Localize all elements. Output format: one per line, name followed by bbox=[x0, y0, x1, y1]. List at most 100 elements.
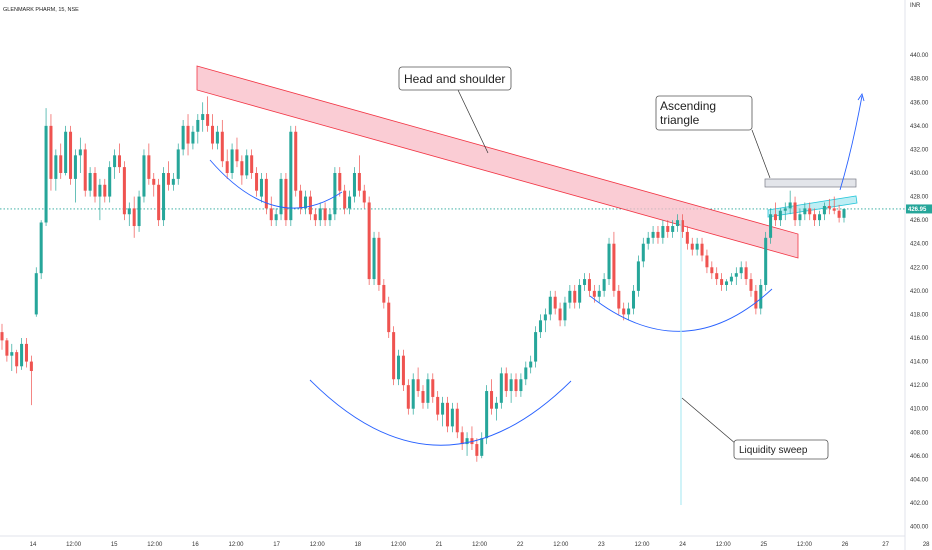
candle-up[interactable] bbox=[181, 125, 185, 150]
candle-down[interactable] bbox=[93, 173, 97, 197]
candle-down[interactable] bbox=[710, 267, 714, 274]
candle-up[interactable] bbox=[739, 267, 743, 274]
candle-down[interactable] bbox=[690, 243, 694, 250]
candle-down[interactable] bbox=[460, 432, 464, 445]
candle-down[interactable] bbox=[749, 279, 753, 291]
candle-up[interactable] bbox=[499, 373, 503, 403]
candle-up[interactable] bbox=[73, 155, 77, 179]
candle-up[interactable] bbox=[98, 184, 102, 197]
candle-up[interactable] bbox=[372, 237, 376, 280]
candle-down[interactable] bbox=[720, 279, 724, 285]
candle-down[interactable] bbox=[269, 208, 273, 221]
candle-down[interactable] bbox=[431, 379, 435, 397]
time-axis[interactable]: 14 12:00 15 12:00 16 12:00 17 12:00 18 12:00 21 12:… bbox=[30, 542, 932, 548]
candle-up[interactable] bbox=[729, 276, 733, 282]
candle-up[interactable] bbox=[695, 243, 699, 250]
candle-up[interactable] bbox=[274, 214, 278, 221]
right-shoulder-arc[interactable] bbox=[589, 288, 773, 332]
candle-down[interactable] bbox=[206, 114, 210, 126]
candle-down[interactable] bbox=[622, 308, 626, 315]
candle-up[interactable] bbox=[759, 284, 763, 309]
candle-up[interactable] bbox=[113, 155, 117, 168]
candle-down[interactable] bbox=[323, 208, 327, 221]
candle-up[interactable] bbox=[78, 149, 82, 156]
candle-up[interactable] bbox=[543, 314, 547, 321]
candle-up[interactable] bbox=[798, 214, 802, 221]
candle-down[interactable] bbox=[808, 208, 812, 215]
candle-down[interactable] bbox=[5, 340, 9, 356]
candle-up[interactable] bbox=[578, 284, 582, 303]
candle-down[interactable] bbox=[558, 308, 562, 321]
candle-down[interactable] bbox=[59, 155, 63, 173]
candle-down[interactable] bbox=[103, 184, 107, 197]
candle-down[interactable] bbox=[421, 391, 425, 403]
candle-up[interactable] bbox=[34, 273, 38, 315]
candle-down[interactable] bbox=[416, 379, 420, 392]
candle-down[interactable] bbox=[83, 149, 87, 191]
candle-up[interactable] bbox=[641, 243, 645, 262]
candle-up[interactable] bbox=[724, 281, 729, 285]
candle-down[interactable] bbox=[504, 373, 508, 392]
candle-down[interactable] bbox=[152, 178, 156, 185]
candle-down[interactable] bbox=[225, 161, 229, 173]
descending-resistance-band[interactable] bbox=[196, 65, 799, 259]
candle-down[interactable] bbox=[122, 167, 126, 215]
candle-up[interactable] bbox=[215, 131, 219, 144]
candle-down[interactable] bbox=[0, 332, 4, 341]
candle-down[interactable] bbox=[587, 279, 591, 291]
candle-up[interactable] bbox=[176, 149, 180, 179]
candle-up[interactable] bbox=[333, 173, 337, 215]
candle-down[interactable] bbox=[117, 155, 122, 168]
candle-down[interactable] bbox=[69, 131, 73, 179]
candle-down[interactable] bbox=[343, 190, 347, 209]
candle-up[interactable] bbox=[88, 173, 92, 191]
candle-up[interactable] bbox=[279, 178, 283, 215]
candle-down[interactable] bbox=[715, 273, 719, 280]
candle-up[interactable] bbox=[303, 196, 308, 209]
candle-down[interactable] bbox=[666, 226, 670, 232]
candle-down[interactable] bbox=[15, 352, 19, 367]
candle-down[interactable] bbox=[166, 173, 170, 185]
candle-up[interactable] bbox=[842, 208, 846, 218]
candle-up[interactable] bbox=[818, 214, 822, 221]
candle-up[interactable] bbox=[20, 343, 24, 367]
breakout-arrow-line[interactable] bbox=[839, 95, 863, 191]
candle-down[interactable] bbox=[827, 206, 831, 209]
candle-down[interactable] bbox=[294, 131, 298, 191]
candle-down[interactable] bbox=[147, 155, 151, 179]
candle-down[interactable] bbox=[338, 173, 342, 191]
candle-up[interactable] bbox=[54, 155, 58, 179]
candle-up[interactable] bbox=[651, 231, 655, 238]
candle-down[interactable] bbox=[210, 125, 215, 144]
candle-up[interactable] bbox=[509, 379, 513, 392]
candle-up[interactable] bbox=[201, 114, 205, 120]
candle-down[interactable] bbox=[401, 355, 405, 386]
candle-up[interactable] bbox=[39, 222, 43, 274]
candle-down[interactable] bbox=[157, 184, 161, 221]
candle-up[interactable] bbox=[734, 273, 738, 277]
candle-down[interactable] bbox=[299, 190, 303, 209]
candle-up[interactable] bbox=[783, 208, 787, 211]
candle-up[interactable] bbox=[64, 131, 68, 173]
candle-down[interactable] bbox=[592, 290, 596, 297]
candle-down[interactable] bbox=[617, 290, 621, 309]
candle-up[interactable] bbox=[108, 167, 112, 197]
candle-up[interactable] bbox=[631, 290, 636, 309]
candle-up[interactable] bbox=[162, 173, 166, 221]
candle-up[interactable] bbox=[142, 155, 146, 197]
candle-up[interactable] bbox=[44, 125, 48, 223]
candle-up[interactable] bbox=[137, 196, 141, 227]
candle-up[interactable] bbox=[646, 237, 650, 244]
candle-up[interactable] bbox=[568, 290, 572, 303]
candle-down[interactable] bbox=[705, 255, 709, 268]
candle-down[interactable] bbox=[700, 243, 704, 256]
candle-up[interactable] bbox=[245, 155, 249, 176]
head-arc[interactable] bbox=[309, 379, 572, 446]
candle-down[interactable] bbox=[436, 396, 440, 415]
candle-down[interactable] bbox=[685, 231, 689, 244]
candle-up[interactable] bbox=[548, 296, 552, 315]
candle-up[interactable] bbox=[563, 302, 567, 321]
candle-up[interactable] bbox=[764, 237, 768, 285]
candle-up[interactable] bbox=[803, 208, 807, 215]
candle-down[interactable] bbox=[514, 379, 518, 392]
